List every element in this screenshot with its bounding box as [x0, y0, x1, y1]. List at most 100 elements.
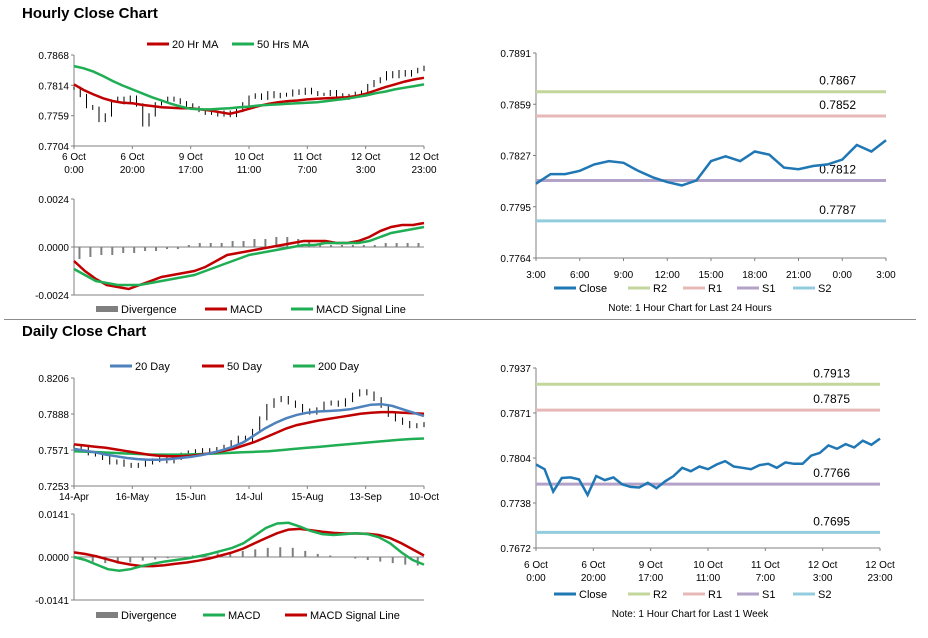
hourly-price-y-tick-label: 0.7759	[38, 112, 69, 123]
daily-price-ma20-line	[73, 402, 425, 461]
hourly-pivot-close-line	[535, 139, 887, 187]
hourly-macd-y-tick-label: 0.0024	[38, 195, 69, 206]
daily-pivot-x-tick-label: 6 Oct	[581, 560, 605, 571]
daily-pivot-x-tick-label: 23:00	[867, 573, 892, 584]
hourly-price-x-tick-label: 11 Oct	[293, 152, 322, 163]
hourly-pivot-x-tick-label: 21:00	[786, 270, 811, 281]
daily-price-y-tick-label: 0.7253	[38, 482, 69, 493]
hourly-pivot-y-tick-label: 0.7891	[500, 49, 531, 60]
hourly-pivot-r2-level-label: 0.7867	[819, 74, 856, 88]
daily-pivot-y-tick-label: 0.7871	[500, 409, 531, 420]
daily-pivot-x-tick-label: 7:00	[756, 573, 776, 584]
hourly-price-x-tick-label: 20:00	[120, 165, 145, 176]
daily-price-ma200-line	[73, 437, 425, 456]
hourly-price-x-tick-label: 6 Oct	[62, 152, 86, 163]
hourly-pivot-legend-label: Close	[579, 283, 607, 295]
daily-price-x-tick-label: 13-Sep	[350, 492, 383, 503]
hourly-price-x-tick-label: 3:00	[356, 165, 376, 176]
hourly-price-x-tick-label: 23:00	[411, 165, 436, 176]
daily-pivot-legend-label: S2	[818, 589, 831, 601]
daily-price-x-tick-label: 14-Apr	[59, 492, 90, 503]
daily-pivot-x-tick-label: 17:00	[638, 573, 663, 584]
hourly-pivot-x-tick-label: 18:00	[742, 270, 767, 281]
hourly-macd-legend-label: MACD	[230, 304, 262, 316]
daily-pivot-x-tick-label: 12 Oct	[808, 560, 838, 571]
daily-pivot-x-tick-label: 3:00	[813, 573, 833, 584]
daily-macd-y-tick-label: 0.0000	[38, 553, 69, 564]
hourly-price-x-tick-label: 6 Oct	[120, 152, 144, 163]
hourly-price-x-tick-label: 11:00	[237, 165, 262, 176]
hourly-price-ma50-line	[73, 64, 425, 111]
daily-pivot-legend-label: S1	[762, 589, 775, 601]
daily-pivot-note: Note: 1 Hour Chart for Last 1 Week	[611, 609, 769, 620]
hourly-macd-legend-label: Divergence	[121, 304, 177, 316]
daily-price-ma50-line	[73, 410, 425, 458]
hourly-price-legend-label: 50 Hrs MA	[257, 39, 310, 51]
daily-price-x-tick-label: 14-Jul	[235, 492, 262, 503]
hourly-pivot-legend-label: R2	[653, 283, 667, 295]
hourly-macd-signal-line	[73, 225, 425, 287]
daily-pivot-y-tick-label: 0.7804	[500, 454, 531, 465]
daily-section-title: Daily Close Chart	[22, 323, 147, 340]
daily-macd-legend-label: MACD Signal Line	[310, 610, 400, 622]
daily-macd-y-tick-label: -0.0141	[35, 596, 69, 607]
hourly-pivot-y-tick-label: 0.7827	[500, 152, 531, 163]
hourly-pivot-s1-level-label: 0.7812	[819, 163, 856, 177]
hourly-pivot-x-tick-label: 6:00	[570, 270, 590, 281]
daily-price-legend-label: 20 Day	[135, 361, 170, 373]
daily-macd-macd-line	[73, 521, 425, 572]
hourly-price-x-tick-label: 12 Oct	[409, 152, 439, 163]
hourly-macd-legend-label: MACD Signal Line	[316, 304, 406, 316]
hourly-pivot-s2-level-label: 0.7787	[819, 203, 856, 217]
hourly-pivot-r1-level-label: 0.7852	[819, 98, 856, 112]
daily-pivot-x-tick-label: 9 Oct	[639, 560, 663, 571]
daily-price-x-tick-label: 15-Aug	[291, 492, 323, 503]
daily-pivot-x-tick-label: 20:00	[581, 573, 606, 584]
daily-price-x-tick-label: 10-Oct	[409, 492, 439, 503]
hourly-macd-y-tick-label: 0.0000	[38, 243, 69, 254]
hourly-macd-legend-swatch	[96, 306, 118, 312]
daily-pivot-y-tick-label: 0.7738	[500, 499, 531, 510]
daily-price-x-tick-label: 15-Jun	[175, 492, 206, 503]
hourly-price-y-tick-label: 0.7868	[38, 51, 69, 62]
daily-pivot-x-tick-label: 10 Oct	[693, 560, 723, 571]
daily-pivot-legend-label: R1	[708, 589, 722, 601]
hourly-pivot-x-tick-label: 3:00	[876, 270, 896, 281]
daily-price-legend-label: 200 Day	[318, 361, 359, 373]
daily-price-legend-label: 50 Day	[227, 361, 262, 373]
hourly-price-y-tick-label: 0.7704	[38, 142, 69, 153]
hourly-pivot-y-tick-label: 0.7795	[500, 203, 531, 214]
hourly-pivot-y-tick-label: 0.7859	[500, 100, 531, 111]
hourly-macd-macd-line	[73, 221, 425, 291]
daily-macd-y-tick-label: 0.0141	[38, 510, 69, 521]
daily-pivot-legend-label: R2	[653, 589, 667, 601]
daily-macd-legend-swatch	[96, 612, 118, 618]
daily-pivot-x-tick-label: 11 Oct	[751, 560, 780, 571]
hourly-pivot-note: Note: 1 Hour Chart for Last 24 Hours	[608, 303, 772, 314]
daily-pivot-x-tick-label: 6 Oct	[524, 560, 548, 571]
daily-pivot-r1-level-label: 0.7875	[813, 392, 850, 406]
hourly-price-x-tick-label: 10 Oct	[234, 152, 264, 163]
hourly-price-x-tick-label: 0:00	[64, 165, 84, 176]
hourly-pivot-legend-label: S1	[762, 283, 775, 295]
daily-pivot-x-tick-label: 11:00	[696, 573, 721, 584]
daily-pivot-legend-label: Close	[579, 589, 607, 601]
daily-pivot-x-tick-label: 0:00	[526, 573, 546, 584]
daily-pivot-y-tick-label: 0.7672	[500, 544, 531, 555]
daily-price-y-tick-label: 0.7888	[38, 410, 69, 421]
hourly-pivot-x-tick-label: 9:00	[614, 270, 634, 281]
hourly-macd-y-tick-label: -0.0024	[35, 291, 69, 302]
hourly-pivot-y-tick-label: 0.7764	[500, 254, 531, 265]
hourly-price-x-tick-label: 7:00	[298, 165, 318, 176]
daily-pivot-close-line	[535, 437, 881, 498]
hourly-pivot-legend-label: R1	[708, 283, 722, 295]
hourly-price-x-tick-label: 9 Oct	[179, 152, 203, 163]
hourly-price-legend-label: 20 Hr MA	[172, 39, 219, 51]
daily-pivot-s2-level-label: 0.7695	[813, 514, 850, 528]
